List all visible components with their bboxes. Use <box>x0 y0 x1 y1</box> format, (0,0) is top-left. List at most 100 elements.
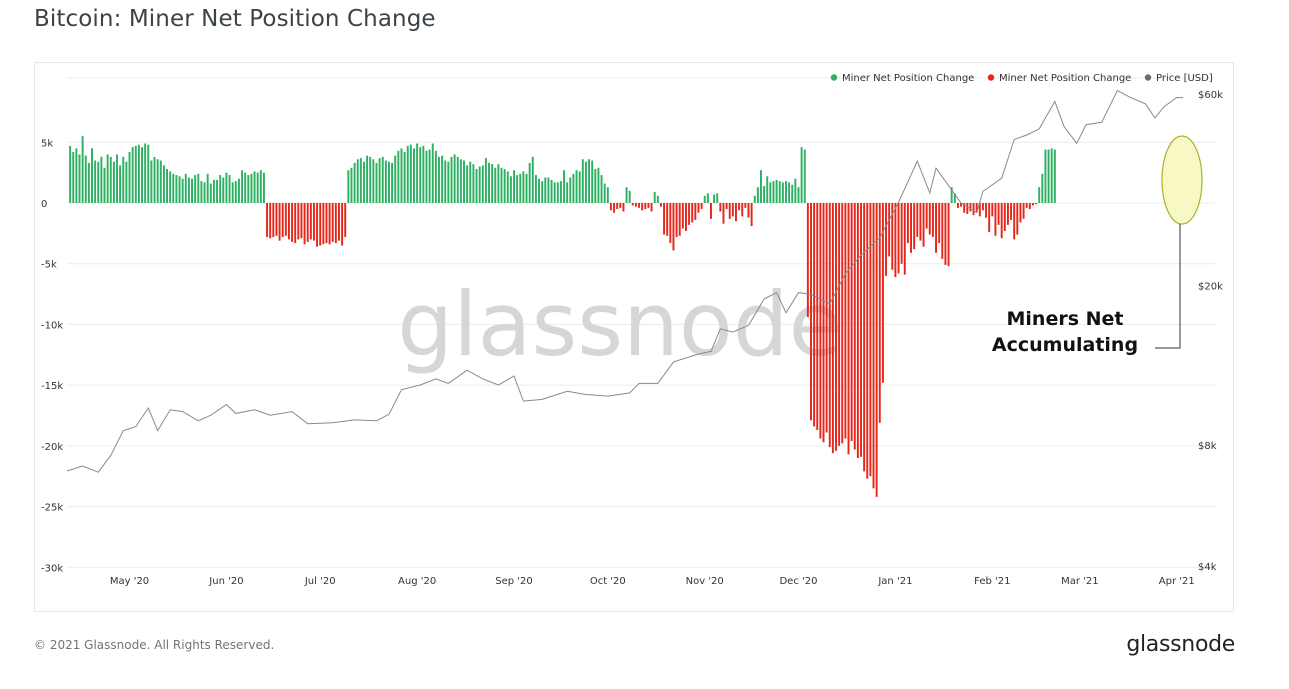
brand-logo[interactable]: glassnode <box>1126 632 1235 657</box>
bar <box>156 159 159 203</box>
bar <box>253 171 256 203</box>
bar <box>863 203 866 472</box>
bar <box>284 203 287 236</box>
legend-item-label[interactable]: Price [USD] <box>1156 73 1213 84</box>
bar <box>788 182 791 203</box>
bar <box>456 156 459 203</box>
bar <box>525 173 528 203</box>
bar <box>763 186 766 203</box>
bar <box>303 203 306 245</box>
bar <box>294 203 297 244</box>
bar <box>134 145 137 203</box>
bar <box>384 160 387 203</box>
bar <box>831 203 834 454</box>
bar <box>97 161 100 203</box>
x-tick-label: Dec '20 <box>779 576 817 587</box>
bar <box>666 203 669 236</box>
bar <box>753 195 756 203</box>
bar <box>137 144 140 203</box>
bar <box>778 181 781 203</box>
bar <box>581 159 584 203</box>
bar <box>516 175 519 203</box>
bar <box>231 182 234 203</box>
bar <box>425 150 428 203</box>
bar <box>794 178 797 203</box>
bar <box>81 136 84 203</box>
bar <box>350 167 353 203</box>
bar <box>1031 203 1034 206</box>
bar <box>947 203 950 267</box>
bar <box>1010 203 1013 220</box>
bar <box>1000 203 1003 239</box>
bar <box>147 144 150 203</box>
bar <box>735 203 737 222</box>
y-tick-label-left: -5k <box>41 260 57 271</box>
bar <box>172 173 175 203</box>
bar <box>484 158 487 203</box>
x-tick-label: Jan '21 <box>877 576 912 587</box>
bar <box>331 203 334 242</box>
bar <box>378 158 381 203</box>
bar <box>363 161 365 203</box>
bar <box>312 203 315 241</box>
bar <box>656 195 659 203</box>
bar <box>722 203 725 224</box>
bar <box>353 162 356 203</box>
bar <box>903 203 906 275</box>
bar <box>838 203 841 446</box>
bar <box>197 173 200 203</box>
bar <box>844 203 847 439</box>
bar <box>503 169 506 203</box>
bar <box>719 203 722 212</box>
x-tick-label: Mar '21 <box>1061 576 1099 587</box>
legend-item-label[interactable]: Miner Net Position Change <box>842 73 974 84</box>
bar <box>247 175 250 203</box>
legend: Miner Net Position Change Miner Net Posit… <box>830 73 1213 84</box>
bar <box>356 159 359 203</box>
bar <box>925 203 928 229</box>
bar <box>944 203 947 265</box>
bar <box>259 170 262 203</box>
bar <box>319 203 322 246</box>
highlight-layer <box>1161 135 1203 225</box>
bar <box>769 182 772 203</box>
bar <box>616 203 619 210</box>
bar <box>860 203 862 457</box>
bar <box>481 165 484 203</box>
bar <box>772 181 775 203</box>
price-line <box>66 89 1184 473</box>
bar <box>641 203 644 211</box>
bar <box>234 181 237 203</box>
bar <box>475 169 478 203</box>
legend-item-label[interactable]: Miner Net Position Change <box>999 73 1131 84</box>
y-tick-label-left: -25k <box>41 503 63 514</box>
bar <box>69 145 72 203</box>
bar <box>463 160 465 203</box>
bar <box>416 143 419 203</box>
page-title: Bitcoin: Miner Net Position Change <box>34 6 436 32</box>
axes-layer: 5k 0 -5k -10k -15k -20k -25k -30k $60k $20k $8k $4k… <box>41 90 1223 587</box>
bar <box>262 172 265 203</box>
bar <box>634 203 637 207</box>
bar <box>106 154 109 203</box>
bar <box>388 161 390 203</box>
bar <box>681 203 684 229</box>
bar <box>528 162 531 203</box>
bar <box>94 160 97 203</box>
bar <box>1035 203 1038 205</box>
bar <box>663 203 666 235</box>
bar <box>588 159 591 203</box>
y-tick-label-left: -10k <box>41 320 63 331</box>
bar <box>963 203 966 213</box>
bar <box>850 203 853 441</box>
bar <box>828 203 831 448</box>
bar <box>237 178 240 203</box>
bar <box>447 161 450 203</box>
bar <box>131 147 134 203</box>
bar <box>672 203 675 251</box>
bar <box>222 177 225 203</box>
bar <box>431 143 434 203</box>
y-tick-label-right: $20k <box>1198 281 1223 292</box>
bar <box>444 160 447 203</box>
bar <box>122 156 125 203</box>
